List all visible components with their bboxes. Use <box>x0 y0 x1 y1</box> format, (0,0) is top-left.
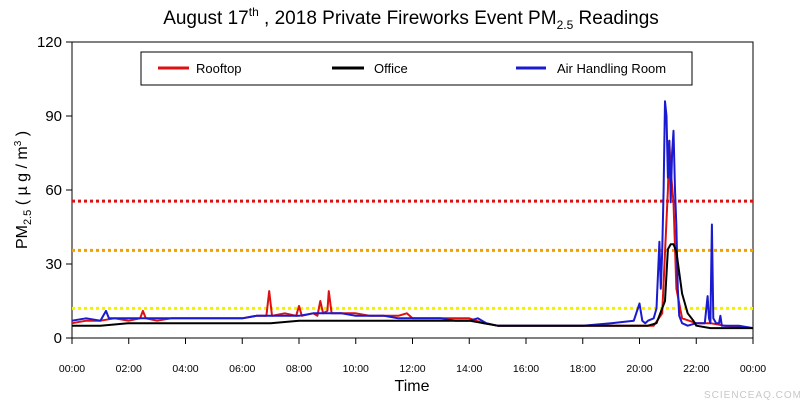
legend-item-office: Office <box>332 61 408 76</box>
legend-item-air-handling-room: Air Handling Room <box>516 61 666 76</box>
series-lines <box>71 100 754 330</box>
y-tick-label: 60 <box>45 182 62 199</box>
reference-lines <box>72 199 753 310</box>
legend-item-rooftop: Rooftop <box>158 61 242 76</box>
x-tick-label: 00:00 <box>59 363 85 375</box>
legend: Rooftop Office Air Handling Room <box>140 51 693 86</box>
legend-label-rooftop: Rooftop <box>196 61 242 76</box>
x-tick-label: 14:00 <box>456 363 482 375</box>
y-axis-title: PM2.5 ( µ g / m3 ) <box>13 131 34 249</box>
y-tick-label: 0 <box>54 330 62 347</box>
x-axis-title: Time <box>395 378 430 395</box>
x-tick-label: 22:00 <box>683 363 709 375</box>
x-tick-label: 00:00 <box>740 363 766 375</box>
x-tick-label: 20:00 <box>626 363 652 375</box>
legend-label-office: Office <box>374 61 408 76</box>
x-axis-ticks: 00:00 02:00 04:00 06:00 08:00 10:00 12:00 14:00… <box>59 338 766 375</box>
svg-text:PM2.5 ( µ g / m3 ): PM2.5 ( µ g / m3 ) <box>13 131 34 249</box>
x-tick-label: 08:00 <box>286 363 312 375</box>
x-tick-label: 10:00 <box>343 363 369 375</box>
x-tick-label: 16:00 <box>513 363 539 375</box>
y-tick-label: 30 <box>45 256 62 273</box>
series-line-office <box>72 243 753 330</box>
y-tick-label: 120 <box>37 34 62 51</box>
legend-box <box>140 51 693 86</box>
x-tick-label: 06:00 <box>229 363 255 375</box>
y-tick-label: 90 <box>45 108 62 125</box>
series-line-air-handling-room <box>71 100 754 330</box>
x-tick-label: 12:00 <box>399 363 425 375</box>
series-line-rooftop <box>71 139 754 330</box>
x-tick-label: 18:00 <box>570 363 596 375</box>
legend-label-air-handling-room: Air Handling Room <box>557 61 666 76</box>
x-tick-label: 04:00 <box>172 363 198 375</box>
chart-title: August 17th , 2018 Private Fireworks Eve… <box>163 5 659 32</box>
watermark: SCIENCEAQ.COM <box>704 390 800 400</box>
y-axis-ticks: 0 30 60 90 120 <box>37 34 72 347</box>
x-tick-label: 02:00 <box>116 363 142 375</box>
plot-frame <box>71 41 754 339</box>
